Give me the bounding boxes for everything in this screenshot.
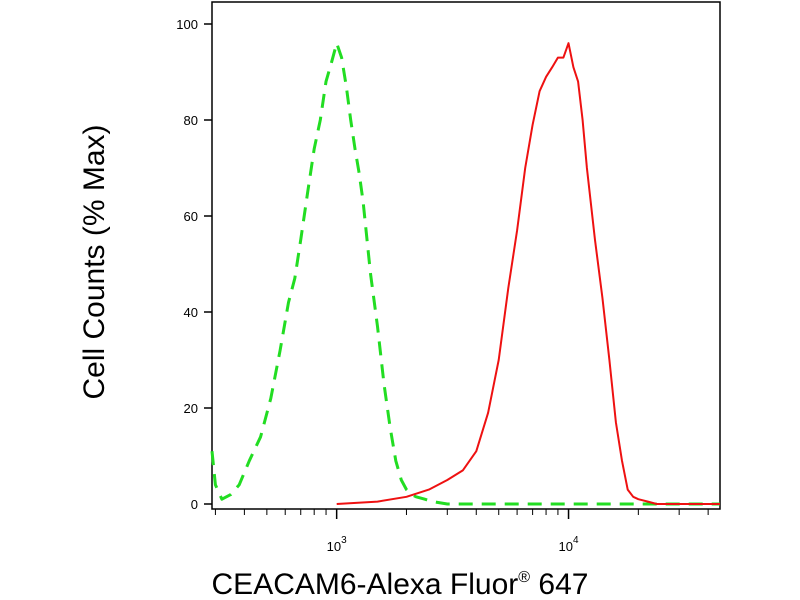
y-tick-label: 100 bbox=[176, 17, 198, 32]
x-axis-title-registered: ® bbox=[518, 569, 530, 586]
y-tick-label: 40 bbox=[184, 305, 198, 320]
y-tick-label: 0 bbox=[191, 497, 198, 512]
series-layer bbox=[210, 41, 720, 506]
y-tick-label: 60 bbox=[184, 209, 198, 224]
x-axis-ticks: 103 104 bbox=[214, 509, 709, 554]
y-axis-title: Cell Counts (% Max) bbox=[78, 124, 111, 399]
x-tick-label: 103 bbox=[327, 535, 347, 554]
x-tick-label: 104 bbox=[559, 535, 579, 554]
y-tick-label: 80 bbox=[184, 113, 198, 128]
y-tick-label: 20 bbox=[184, 401, 198, 416]
x-axis-title-suffix: 647 bbox=[530, 568, 588, 600]
x-axis-title: CEACAM6-Alexa Fluor® 647 bbox=[212, 568, 589, 600]
y-axis-ticks: 0 20 40 60 80 100 bbox=[176, 17, 212, 512]
sample-histogram-line bbox=[336, 42, 720, 505]
x-axis-title-main: CEACAM6-Alexa Fluor bbox=[212, 568, 519, 600]
plot-frame bbox=[211, 1, 721, 510]
